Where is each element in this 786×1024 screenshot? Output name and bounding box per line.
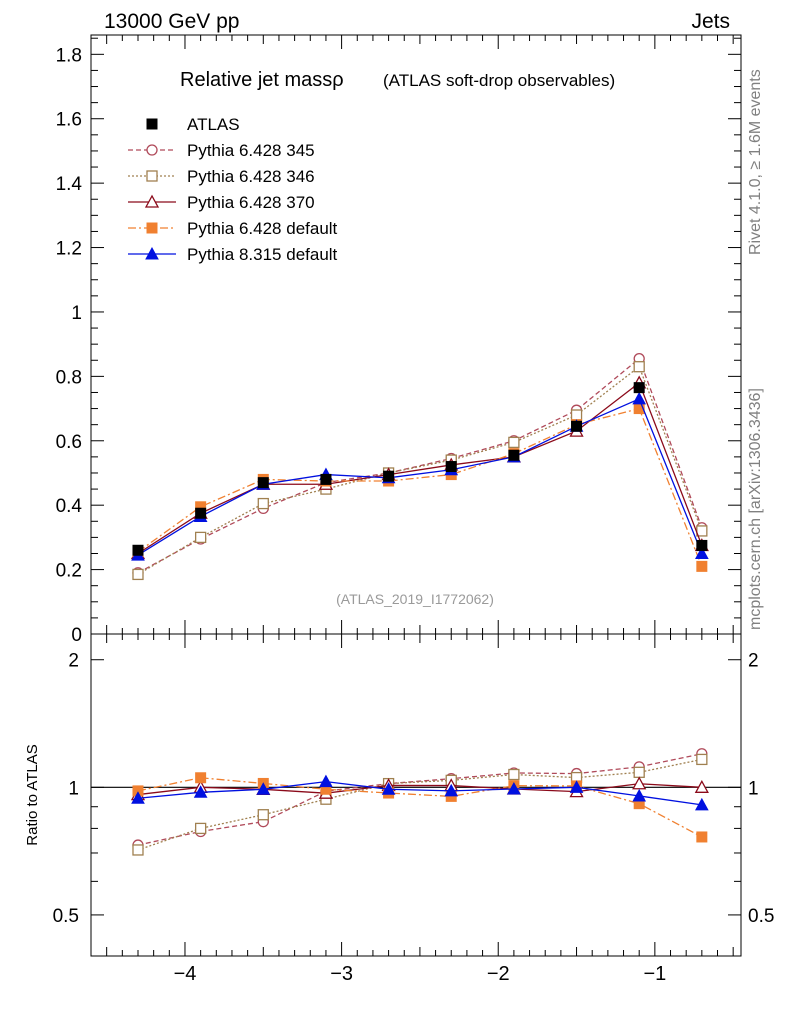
ratio-line-pythia-6-428-345	[137, 753, 702, 846]
ratio-point-pythia-8-315-default	[319, 774, 333, 788]
main-series-layer	[130, 353, 709, 581]
point-atlas	[195, 507, 207, 519]
main-y-tick-label: 1.8	[56, 45, 82, 66]
ratio-point-pythia-6-428-346	[633, 766, 645, 778]
legend-marker-pythia-8-315-default	[145, 246, 159, 260]
ratio-y-label: Ratio to ATLAS	[24, 744, 41, 845]
ratio-point-pythia-6-428-346	[508, 768, 520, 781]
series-line-pythia-8-315-default	[137, 398, 703, 556]
ratio-point-pythia-6-428-346	[132, 844, 144, 856]
ratio-point-pythia-6-428-346	[194, 822, 207, 835]
point-atlas	[633, 382, 645, 394]
chart-title-group: Relative jet massρ (ATLAS soft-drop obse…	[180, 69, 615, 91]
legend-label-pythia-6-428-346: Pythia 6.428 346	[187, 167, 315, 186]
main-axes: 0 0.2 0.4 0.6 0.8 1 1.2 1.4 1.6 1.8	[56, 37, 741, 646]
ratio-line-pythia-6-428-default	[137, 777, 703, 838]
point-pythia-6-428-346	[696, 525, 708, 537]
ratio-y-tick-label: 1	[68, 778, 79, 799]
main-y-tick-label: 1	[71, 303, 82, 324]
point-atlas	[445, 461, 457, 473]
x-tick-label: −1	[643, 963, 666, 985]
point-pythia-6-428-default	[696, 560, 708, 572]
series-line-pythia-6-428-370	[137, 381, 703, 555]
ratio-point-pythia-6-428-346	[696, 753, 708, 766]
point-atlas	[320, 473, 332, 485]
legend-marker-pythia-6-428-default	[146, 222, 158, 234]
header-left: 13000 GeV pp	[104, 10, 239, 33]
legend-marker-atlas	[146, 118, 158, 130]
ratio-point-pythia-8-315-default	[381, 782, 396, 795]
ratio-point-pythia-8-315-default	[695, 797, 709, 811]
main-y-tick-label: 1.6	[56, 110, 82, 131]
ratio-point-pythia-8-315-default	[632, 788, 647, 802]
ratio-point-pythia-8-315-default	[256, 782, 271, 795]
ratio-point-pythia-6-428-370	[632, 776, 647, 790]
point-pythia-6-428-346	[508, 436, 520, 449]
ratio-axes: 0.5 0.5 1 1 2 2	[53, 651, 774, 957]
point-pythia-6-428-346	[257, 497, 269, 510]
ratio-y-tick-label-right: 2	[748, 651, 759, 672]
ratio-y-tick-label: 2	[68, 651, 79, 672]
ratio-point-pythia-8-315-default	[131, 791, 145, 804]
ratio-point-pythia-8-315-default	[193, 785, 208, 798]
series-line-pythia-6-428-345	[137, 357, 703, 574]
ratio-series-layer	[130, 748, 709, 856]
ratio-point-pythia-6-428-default	[696, 831, 708, 843]
main-y-tick-label: 0.6	[56, 432, 82, 453]
series-line-pythia-6-428-default	[137, 407, 703, 567]
rivet-label: Rivet 4.1.0, ≥ 1.6M events	[747, 69, 764, 255]
main-y-tick-label: 1.4	[56, 174, 83, 195]
point-atlas	[696, 539, 708, 551]
ratio-line-pythia-6-428-346	[137, 758, 702, 851]
point-pythia-6-428-346	[194, 531, 207, 544]
point-atlas	[383, 470, 395, 482]
header-right: Jets	[691, 10, 730, 33]
legend-label-pythia-6-428-345: Pythia 6.428 345	[187, 141, 315, 160]
legend-label-atlas: ATLAS	[187, 115, 240, 134]
legend-label-pythia-6-428-default: Pythia 6.428 default	[187, 219, 338, 238]
point-pythia-6-428-346	[570, 409, 583, 421]
legend-marker-pythia-6-428-346	[146, 170, 158, 182]
point-pythia-6-428-346	[633, 361, 645, 373]
point-pythia-8-315-default	[695, 546, 709, 559]
ratio-point-pythia-8-315-default	[569, 780, 584, 793]
x-axis: −4 −3 −2 −1	[90, 35, 734, 985]
ratio-y-tick-label-right: 1	[748, 778, 759, 799]
point-pythia-6-428-346	[132, 568, 144, 581]
mcplots-label: mcplots.cern.ch [arXiv:1306.3436]	[747, 388, 764, 630]
ratio-y-tick-label-right: 0.5	[748, 906, 774, 927]
point-atlas	[571, 420, 583, 432]
ratio-point-pythia-6-428-default	[195, 772, 207, 784]
main-y-tick-label: 0.2	[56, 561, 82, 582]
legend-label-pythia-8-315-default: Pythia 8.315 default	[187, 245, 338, 264]
main-y-tick-label: 0.8	[56, 367, 82, 388]
series-line-pythia-6-428-346	[137, 365, 703, 575]
main-y-tick-label: 0	[71, 625, 82, 646]
chart-subtitle: (ATLAS soft-drop observables)	[383, 71, 615, 90]
ratio-point-pythia-8-315-default	[444, 783, 459, 797]
legend-marker-pythia-6-428-345	[146, 144, 158, 156]
ratio-point-pythia-8-315-default	[507, 781, 521, 795]
main-y-tick-label: 0.4	[56, 496, 83, 517]
x-tick-label: −4	[174, 963, 197, 985]
main-y-tick-label: 1.2	[56, 239, 82, 260]
ratio-point-pythia-6-428-346	[257, 809, 269, 821]
ratio-point-pythia-6-428-370	[694, 779, 709, 793]
chart-title: Relative jet massρ	[180, 69, 344, 91]
ratio-y-tick-label: 0.5	[53, 906, 79, 927]
point-atlas	[508, 449, 520, 461]
point-atlas	[257, 477, 269, 489]
legend-marker-pythia-6-428-370	[144, 194, 160, 208]
legend: ATLAS Pythia 6.428 345 Pythia 6.428 346 Pyt…	[128, 115, 338, 264]
x-tick-label: −2	[487, 963, 510, 985]
legend-label-pythia-6-428-370: Pythia 6.428 370	[187, 193, 315, 212]
x-tick-label: −3	[330, 963, 353, 985]
point-pythia-8-315-default	[632, 391, 647, 405]
point-atlas	[132, 544, 144, 556]
ratio-line-pythia-8-315-default	[137, 781, 702, 806]
analysis-label: (ATLAS_2019_I1772062)	[336, 591, 494, 607]
ratio-line-pythia-6-428-370	[137, 783, 702, 796]
ratio-panel-frame	[90, 633, 742, 957]
